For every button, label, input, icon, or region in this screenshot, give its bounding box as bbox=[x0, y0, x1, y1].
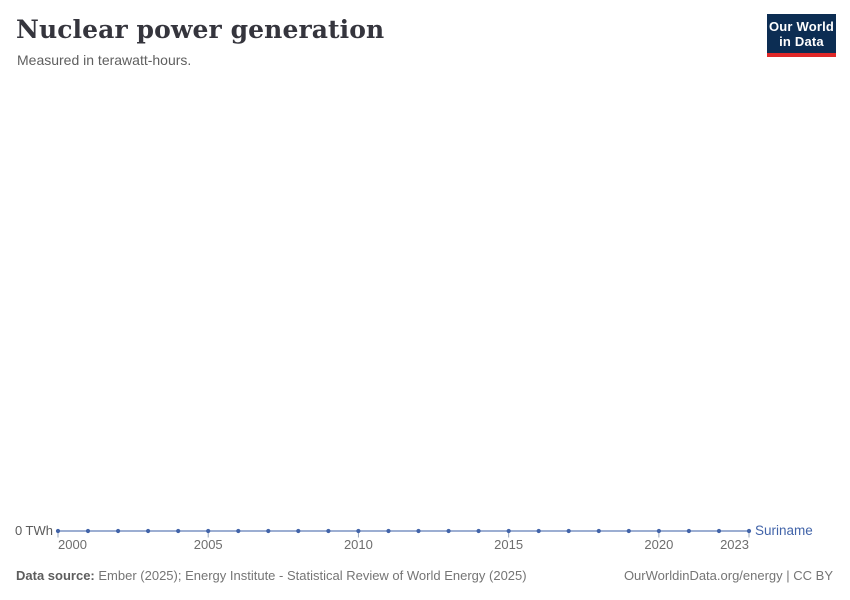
owid-logo-line1: Our World bbox=[768, 18, 835, 34]
series-entity-label[interactable]: Suriname bbox=[755, 523, 813, 538]
data-source-value: Ember (2025); Energy Institute - Statist… bbox=[98, 568, 527, 583]
x-axis-tick-label: 2015 bbox=[494, 537, 524, 552]
owid-logo-line2: in Data bbox=[779, 33, 824, 49]
data-point bbox=[236, 528, 241, 534]
owid-logo[interactable]: Our World in Data bbox=[767, 14, 836, 57]
data-point bbox=[85, 528, 91, 534]
data-point bbox=[686, 528, 692, 534]
data-point bbox=[716, 528, 722, 534]
data-point bbox=[416, 528, 421, 534]
data-point bbox=[476, 528, 481, 534]
x-axis-tick-label: 2000 bbox=[58, 537, 87, 552]
data-point bbox=[356, 528, 361, 534]
data-point bbox=[386, 528, 391, 534]
page-title: Nuclear power generation bbox=[16, 15, 385, 44]
y-axis-zero-label: 0 TWh bbox=[14, 523, 53, 538]
data-point bbox=[506, 528, 511, 534]
x-axis-tick-label: 2023 bbox=[720, 537, 749, 552]
data-point bbox=[596, 528, 601, 534]
chart-footer: Data source: Ember (2025); Energy Instit… bbox=[16, 568, 833, 583]
data-point bbox=[746, 528, 752, 534]
x-axis-tick-label: 2005 bbox=[193, 537, 223, 552]
data-point bbox=[176, 528, 181, 534]
page-subtitle: Measured in terawatt-hours. bbox=[17, 52, 192, 68]
data-point bbox=[55, 528, 61, 534]
data-point bbox=[116, 528, 121, 534]
data-point bbox=[446, 528, 451, 534]
data-point bbox=[146, 528, 151, 534]
data-point bbox=[656, 528, 662, 534]
data-point bbox=[536, 528, 541, 534]
data-source-note: Data source: Ember (2025); Energy Instit… bbox=[16, 568, 527, 583]
x-axis-tick-label: 2010 bbox=[343, 537, 373, 552]
owid-url-license-link[interactable]: OurWorldinData.org/energy | CC BY bbox=[623, 568, 833, 583]
data-point bbox=[206, 528, 211, 534]
x-axis-tick-label: 2020 bbox=[644, 537, 674, 552]
data-point bbox=[626, 528, 631, 534]
data-point bbox=[566, 528, 571, 534]
data-source-label: Data source: bbox=[16, 568, 95, 583]
data-point bbox=[266, 528, 271, 534]
data-point bbox=[326, 528, 331, 534]
data-point bbox=[296, 528, 301, 534]
